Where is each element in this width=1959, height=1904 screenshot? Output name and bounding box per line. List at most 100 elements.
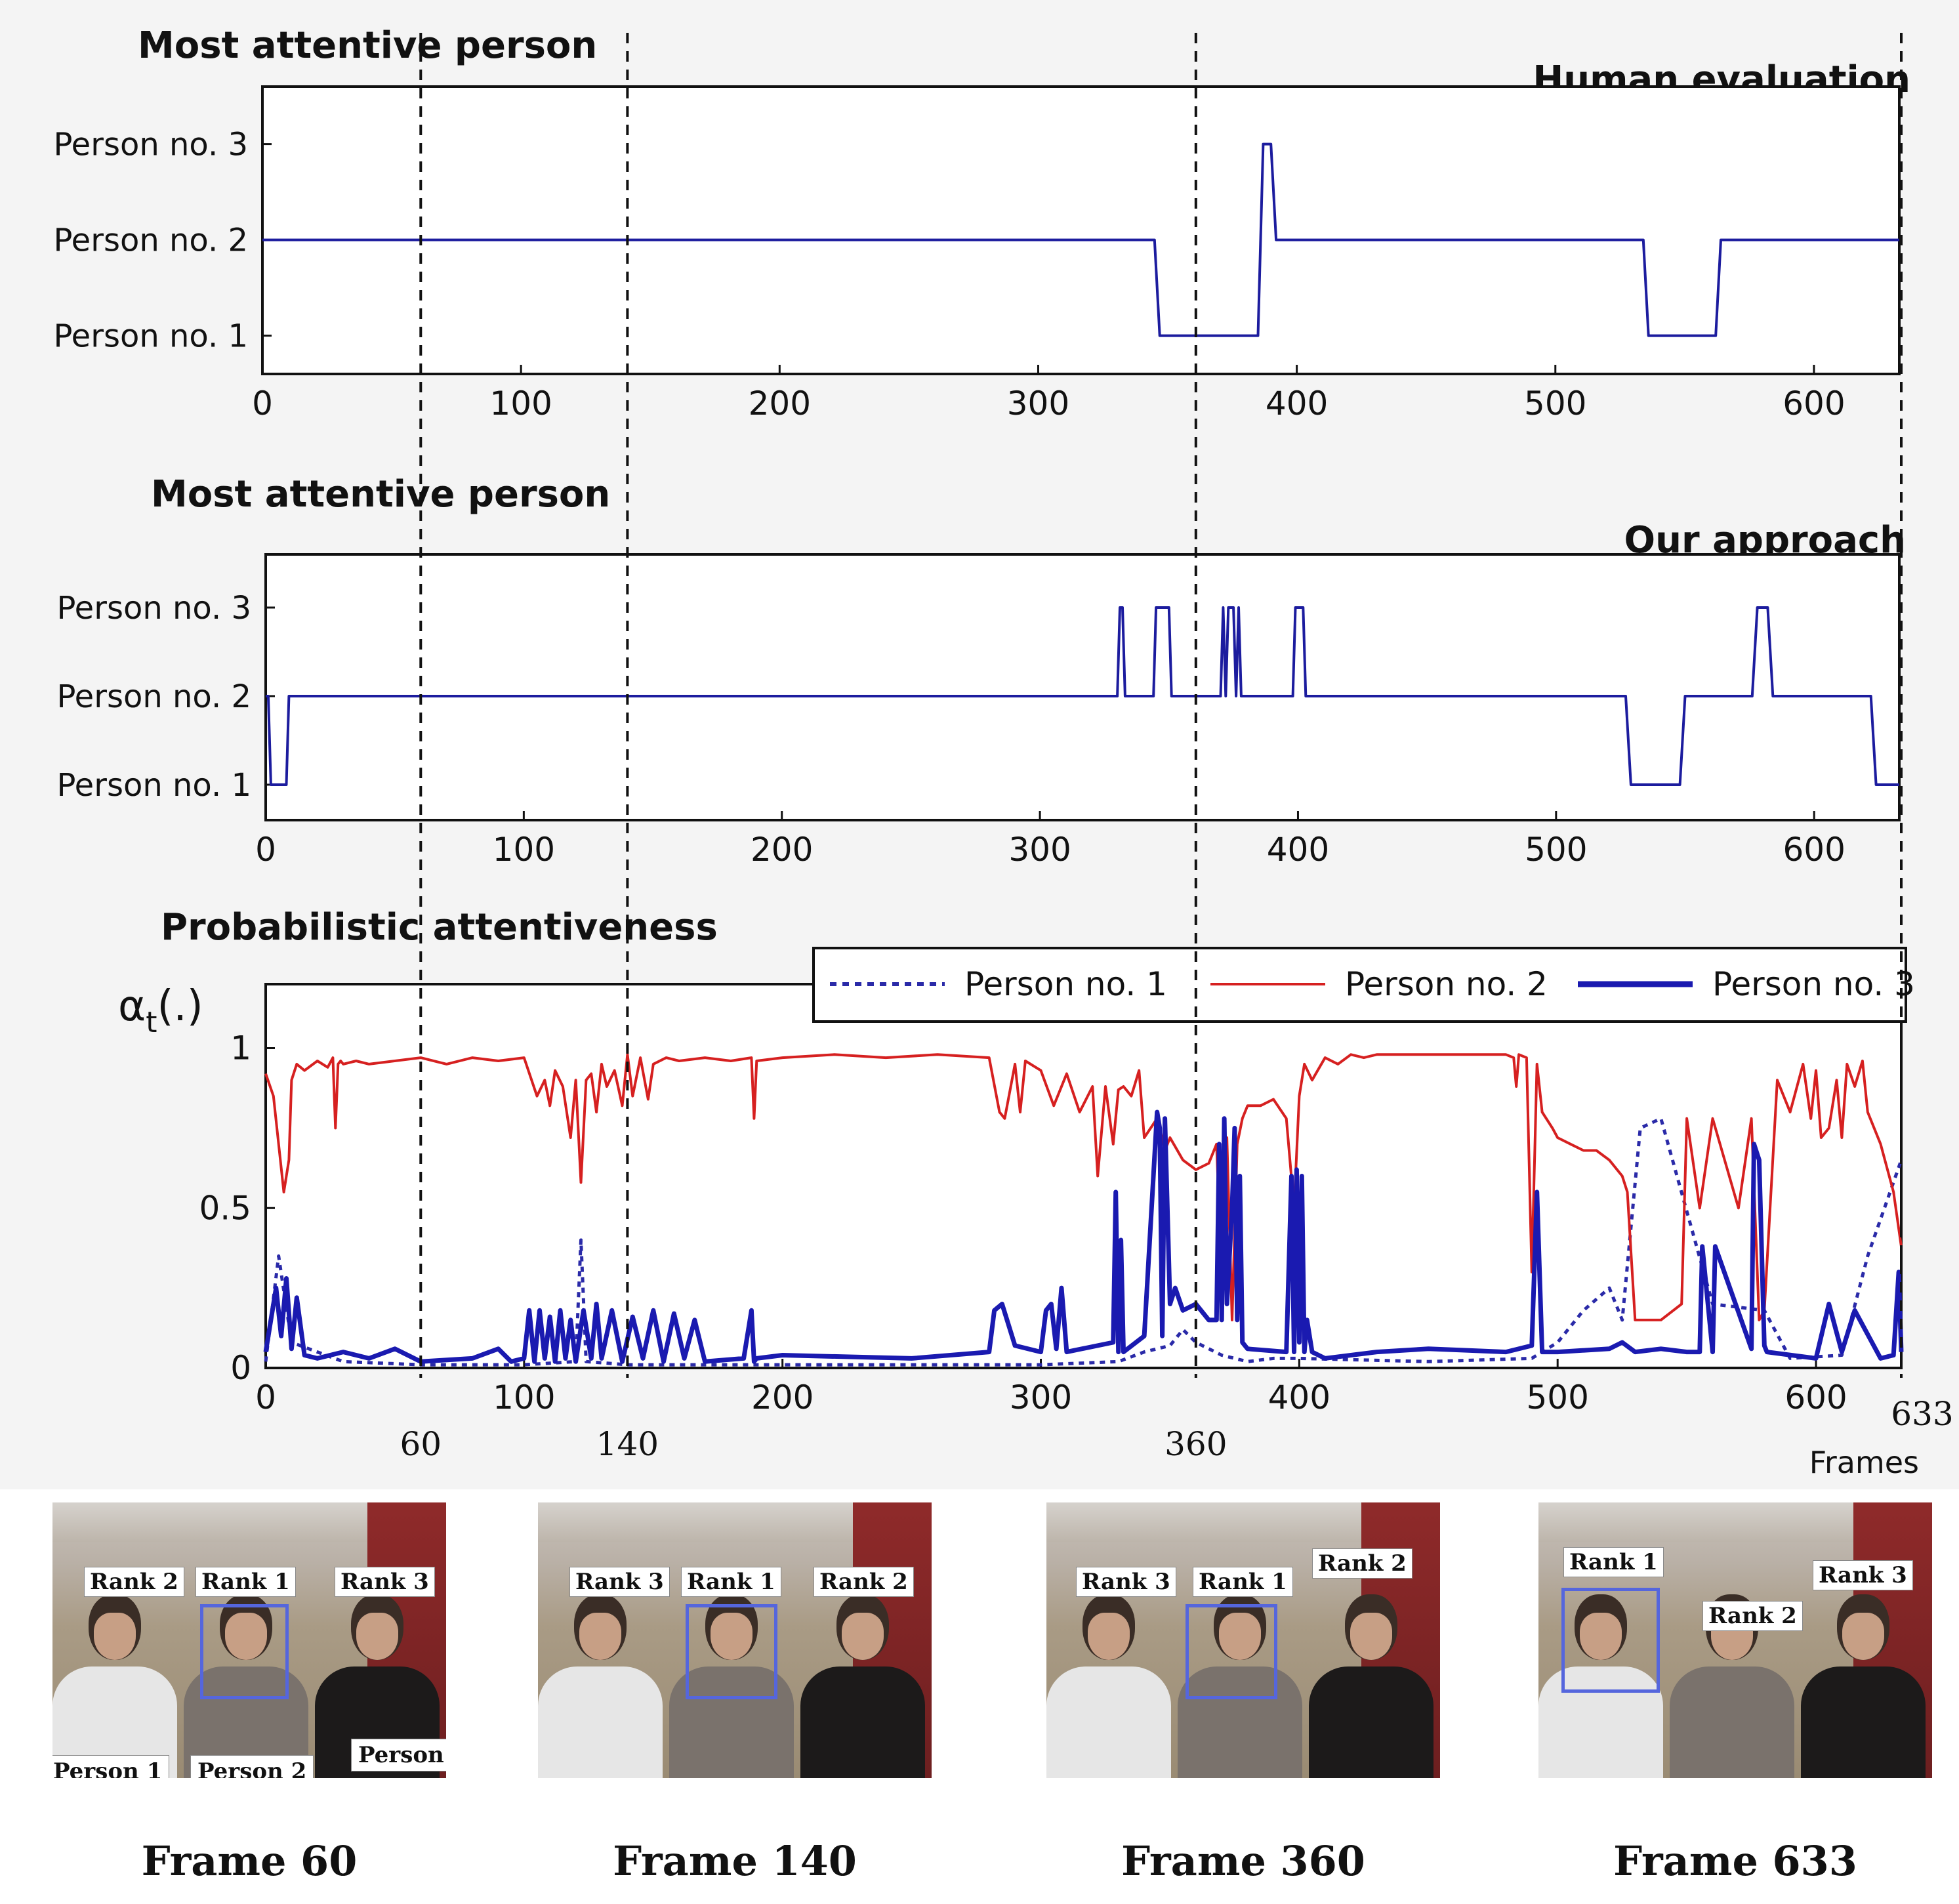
chart-3-axes [264,983,1903,1369]
marked-frame-lines [419,33,1903,1378]
x-tick-label: 100 [493,831,555,869]
y-tick-label: 0 [230,1349,251,1387]
frame-caption: Frame 633 [1613,1837,1857,1885]
x-tick-label: 500 [1524,384,1586,423]
y-tick-label: Person no. 2 [53,222,248,259]
rank-label: Rank 3 [569,1567,670,1597]
legend-label: Person no. 1 [964,965,1167,1003]
chart-1-axes [261,85,1901,375]
legend-label: Person no. 2 [1345,965,1548,1003]
marked-frame-label: 60 [400,1425,442,1463]
face [1088,1613,1130,1660]
face [842,1613,884,1660]
face [1219,1613,1261,1660]
marked-frame-label: 140 [596,1425,659,1463]
face-detection-box [686,1604,777,1699]
body [1178,1666,1302,1778]
person-label: Person 3 [351,1739,446,1771]
chart-2-axes [264,553,1901,821]
person-3 [1801,1581,1926,1778]
body [1801,1666,1926,1778]
frame-140-panel: Rank 3 Rank 1 Rank 2 [538,1502,932,1778]
x-tick-label: 0 [255,831,276,869]
marked-frame-label: 633 [1891,1395,1953,1433]
body [1538,1666,1663,1778]
series-person-no-2 [264,1053,1903,1321]
y-tick-label: Person no. 1 [56,767,251,804]
face [94,1613,136,1660]
chart-3-ticks: 0 100 200 300 400 500 600 0 0.5 1 [199,1029,1847,1417]
body [538,1666,663,1778]
chart-3-legend: Person no. 1 Person no. 2 Person no. 3 [812,947,1915,1023]
face [1580,1613,1622,1660]
person-label: Person 2 [190,1755,314,1778]
x-tick-label: 300 [1007,384,1069,423]
chart-2-title: Most attentive person [151,473,610,516]
x-tick-label: 400 [1266,384,1328,423]
rank-label: Rank 2 [84,1567,184,1597]
x-tick-label: 100 [489,384,552,423]
chart-3-ylabel: αt(.) [118,982,203,1039]
person-1 [52,1581,177,1778]
human-evaluation-chart: Most attentive person Human evaluation 0… [53,24,1910,423]
x-tick-label: 300 [1008,831,1071,869]
frame-caption: Frame 60 [141,1837,358,1885]
x-tick-label: 200 [751,1378,814,1417]
series-our-approach [266,606,1899,786]
rank-label: Rank 1 [1193,1567,1293,1597]
x-tick-label: 100 [493,1378,555,1417]
rank-label: Rank 3 [1076,1567,1176,1597]
chart-1-ticks: 0 100 200 300 400 500 600 Person no. 1 Person no… [53,127,1845,423]
chart-1-title: Most attentive person [138,24,597,67]
rank-label: Rank 1 [681,1567,781,1597]
body [1309,1666,1433,1778]
plot-area-1 [261,85,1901,375]
x-tick-label: 500 [1526,1378,1588,1417]
person-1 [1538,1581,1663,1778]
x-tick-label: 200 [751,831,813,869]
rank-label: Rank 2 [814,1567,914,1597]
person-3 [1309,1581,1433,1778]
series-person-no-1 [264,1117,1903,1367]
y-tick-label: Person no. 2 [56,678,251,715]
body [1046,1666,1171,1778]
frame-caption: Frame 140 [613,1837,857,1885]
rank-label: Rank 3 [1813,1560,1913,1590]
probabilistic-attentiveness-chart: Probabilistic attentiveness αt(.) Frames… [118,906,1954,1480]
body [1670,1666,1794,1778]
x-tick-label: 200 [749,384,811,423]
person-2 [669,1581,794,1778]
rank-label: Rank 1 [1563,1547,1664,1577]
y-tick-label: Person no. 1 [53,318,248,355]
person-1 [538,1581,663,1778]
y-tick-label: Person no. 3 [56,590,251,627]
face [579,1613,621,1660]
frame-633-panel: Rank 1 Rank 2 Rank 3 [1538,1502,1932,1778]
rank-label: Rank 1 [196,1567,296,1597]
chart-2-series [266,606,1899,786]
x-tick-label: 0 [255,1378,276,1417]
face-detection-box [1561,1588,1660,1693]
face [225,1613,267,1660]
face [1350,1613,1392,1660]
face-detection-box [1186,1604,1277,1699]
legend-label: Person no. 3 [1712,965,1915,1003]
face-detection-box [200,1604,289,1699]
x-tick-label: 300 [1010,1378,1072,1417]
person-1 [1046,1581,1171,1778]
chart-2-ticks: 0 100 200 300 400 500 600 Person no. 1 Person no… [56,590,1845,869]
legend-box [812,947,1907,1023]
body [800,1666,925,1778]
series-human-evaluation [262,142,1899,337]
face [711,1613,753,1660]
frame-caption: Frame 360 [1121,1837,1365,1885]
person-label: Person 1 [52,1755,170,1778]
plot-area-3 [264,983,1903,1369]
chart-3-xlabel: Frames [1809,1445,1919,1480]
plot-area-2 [264,553,1901,821]
body [669,1666,794,1778]
rank-label: Rank 3 [335,1567,435,1597]
y-tick-label: 1 [230,1029,251,1067]
x-tick-label: 600 [1783,831,1845,869]
x-tick-label: 600 [1784,1378,1847,1417]
